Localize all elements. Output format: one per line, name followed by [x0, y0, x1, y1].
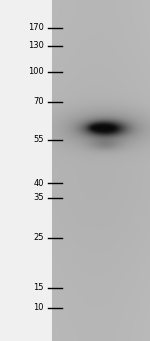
- Text: 40: 40: [33, 178, 44, 188]
- Text: 55: 55: [33, 135, 44, 145]
- Text: 15: 15: [33, 283, 44, 293]
- Text: 70: 70: [33, 98, 44, 106]
- Text: 25: 25: [33, 234, 44, 242]
- Text: 10: 10: [33, 303, 44, 312]
- Text: 130: 130: [28, 42, 44, 50]
- Text: 170: 170: [28, 24, 44, 32]
- Text: 35: 35: [33, 193, 44, 203]
- Text: 100: 100: [28, 68, 44, 76]
